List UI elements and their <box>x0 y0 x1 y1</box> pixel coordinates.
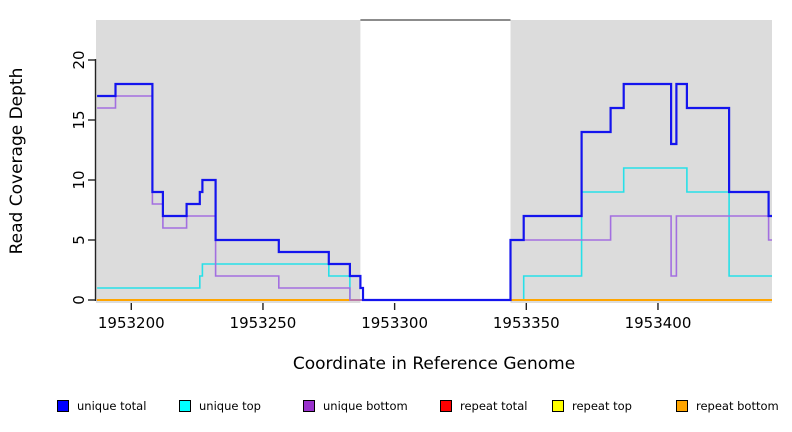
legend-swatch-unique-total <box>57 400 69 412</box>
series-unique-top <box>97 167 772 301</box>
y-tick-label: 0 <box>70 295 88 305</box>
x-tick-label: 1953300 <box>361 314 428 332</box>
y-axis-label: Read Coverage Depth <box>7 68 27 255</box>
shaded-region-1 <box>96 20 361 303</box>
series-unique-bottom <box>97 95 772 301</box>
legend-swatch-unique-bottom <box>303 400 315 412</box>
y-tick-label: 15 <box>70 110 88 129</box>
legend-item-unique-total: unique total <box>57 398 146 414</box>
legend-item-unique-top: unique top <box>179 398 261 414</box>
legend-item-repeat-bottom: repeat bottom <box>676 398 779 414</box>
legend-label: repeat total <box>460 399 528 413</box>
legend-swatch-repeat-total <box>440 400 452 412</box>
legend-item-repeat-total: repeat total <box>440 398 527 414</box>
legend-swatch-repeat-bottom <box>676 400 688 412</box>
legend-label: repeat bottom <box>696 399 779 413</box>
x-tick-label: 1953400 <box>625 314 692 332</box>
y-tick-label: 5 <box>70 235 88 245</box>
legend-label: unique top <box>199 399 261 413</box>
legend-label: repeat top <box>572 399 632 413</box>
legend-swatch-unique-top <box>179 400 191 412</box>
legend-label: unique total <box>77 399 147 413</box>
x-axis-label: Coordinate in Reference Genome <box>293 354 575 374</box>
y-tick-label: 10 <box>70 170 88 189</box>
x-tick-label: 1953200 <box>98 314 165 332</box>
legend-item-unique-bottom: unique bottom <box>303 398 408 414</box>
series-unique-total <box>97 82 772 302</box>
legend-item-repeat-top: repeat top <box>552 398 632 414</box>
x-tick-label: 1953350 <box>493 314 560 332</box>
legend: unique total unique top unique bottom re… <box>0 398 792 418</box>
legend-label: unique bottom <box>323 399 408 413</box>
x-tick-label: 1953250 <box>230 314 297 332</box>
shaded-region-2 <box>510 20 772 303</box>
legend-swatch-repeat-top <box>552 400 564 412</box>
y-tick-label: 20 <box>70 50 88 69</box>
